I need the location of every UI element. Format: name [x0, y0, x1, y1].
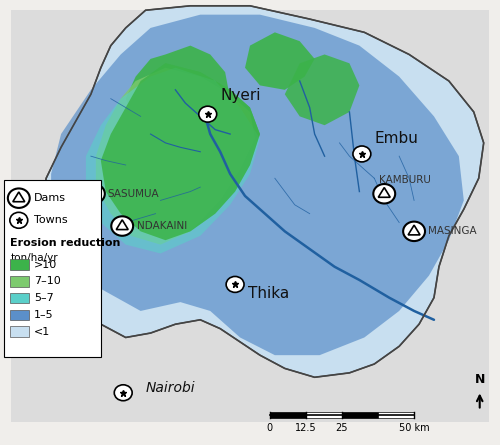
Text: Nyeri: Nyeri — [220, 88, 260, 103]
Bar — [342, 412, 378, 418]
Text: 12.5: 12.5 — [295, 423, 317, 433]
Text: Thika: Thika — [248, 286, 289, 301]
Circle shape — [199, 106, 216, 122]
Bar — [306, 412, 342, 418]
Bar — [10, 327, 29, 337]
Bar — [10, 259, 29, 270]
Circle shape — [10, 212, 28, 228]
Circle shape — [374, 184, 395, 203]
Bar — [10, 310, 29, 320]
Polygon shape — [41, 6, 484, 377]
Text: Erosion reduction: Erosion reduction — [10, 238, 120, 248]
Polygon shape — [101, 63, 260, 240]
Text: Dams: Dams — [34, 193, 66, 203]
Text: SASUMUA: SASUMUA — [108, 189, 160, 199]
Circle shape — [226, 276, 244, 292]
Text: Nairobi: Nairobi — [146, 381, 195, 395]
Text: 7–10: 7–10 — [34, 276, 60, 286]
Polygon shape — [51, 15, 464, 355]
Text: KAMBURU: KAMBURU — [380, 175, 431, 186]
Circle shape — [403, 222, 425, 241]
FancyBboxPatch shape — [4, 181, 101, 357]
Text: Towns: Towns — [34, 215, 68, 225]
Polygon shape — [96, 68, 255, 245]
Circle shape — [353, 146, 371, 162]
Text: 1–5: 1–5 — [34, 310, 54, 320]
Polygon shape — [285, 54, 360, 125]
Text: >10: >10 — [34, 259, 57, 270]
Bar — [270, 412, 306, 418]
Bar — [10, 276, 29, 287]
Circle shape — [112, 216, 133, 236]
Text: NDAKAINI: NDAKAINI — [137, 221, 188, 231]
Polygon shape — [126, 45, 230, 156]
Text: <1: <1 — [34, 327, 50, 337]
Circle shape — [8, 188, 30, 208]
Circle shape — [83, 184, 105, 203]
Text: 0: 0 — [267, 423, 273, 433]
Text: 25: 25 — [336, 423, 348, 433]
Text: 5–7: 5–7 — [34, 293, 54, 303]
Circle shape — [114, 385, 132, 400]
Bar — [10, 293, 29, 303]
Text: 50 km: 50 km — [399, 423, 430, 433]
Polygon shape — [86, 68, 260, 254]
Text: ton/ha/yr: ton/ha/yr — [10, 253, 58, 263]
Polygon shape — [245, 32, 314, 90]
Text: N: N — [474, 373, 485, 386]
Bar — [378, 412, 414, 418]
Text: Embu: Embu — [374, 131, 418, 146]
Polygon shape — [12, 10, 488, 421]
Text: MASINGA: MASINGA — [428, 227, 476, 236]
Polygon shape — [101, 63, 260, 240]
